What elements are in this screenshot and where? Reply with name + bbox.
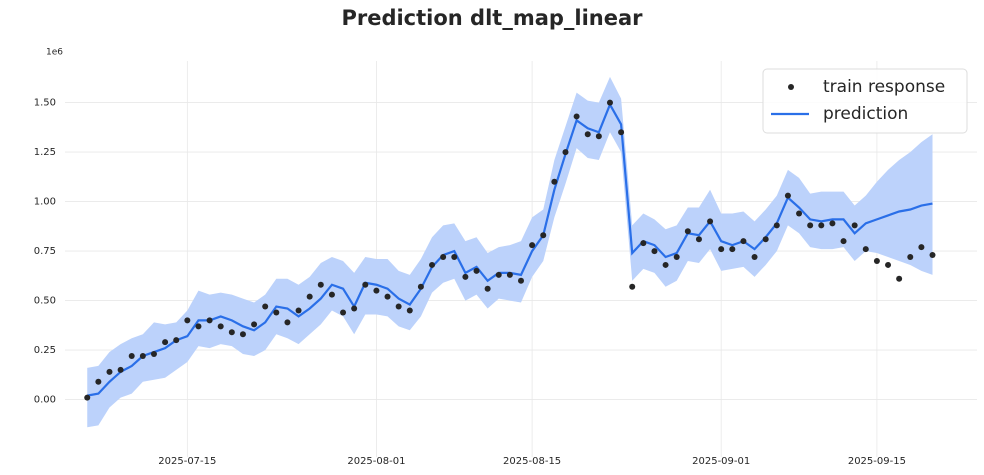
point: [406, 307, 413, 314]
point: [796, 210, 803, 217]
point: [562, 149, 569, 156]
point: [495, 271, 502, 278]
point: [907, 254, 914, 261]
point: [784, 192, 791, 199]
point: [529, 242, 536, 249]
y-tick-label: 0.75: [34, 246, 56, 257]
point: [351, 305, 358, 312]
point: [239, 331, 246, 338]
point: [595, 133, 602, 140]
point: [128, 353, 135, 360]
point: [84, 394, 91, 401]
point: [873, 257, 880, 264]
point: [440, 254, 447, 261]
point: [540, 232, 547, 239]
point: [206, 317, 213, 324]
point: [306, 293, 313, 300]
point: [173, 337, 180, 344]
point: [751, 254, 758, 261]
point: [95, 378, 102, 385]
point: [673, 254, 680, 261]
point: [362, 281, 369, 288]
point: [718, 246, 725, 253]
point: [340, 309, 347, 316]
legend-label: train response: [823, 77, 945, 97]
x-tick-label: 2025-09-15: [848, 456, 906, 467]
point: [851, 222, 858, 229]
y-tick-label: 0.25: [34, 345, 56, 356]
point: [729, 246, 736, 253]
point: [662, 261, 669, 268]
point: [918, 244, 925, 251]
point: [862, 246, 869, 253]
point: [695, 236, 702, 243]
y-offset-label: 1e6: [46, 48, 63, 58]
chart-title: Prediction dlt_map_linear: [341, 6, 643, 30]
point: [284, 319, 291, 326]
x-tick-label: 2025-09-01: [692, 456, 750, 467]
point: [429, 261, 436, 268]
point: [217, 323, 224, 330]
point: [584, 131, 591, 138]
point: [829, 220, 836, 227]
point: [117, 366, 124, 373]
x-tick-label: 2025-07-15: [158, 456, 216, 467]
point: [451, 254, 458, 261]
point: [384, 293, 391, 300]
point: [618, 129, 625, 136]
point: [684, 228, 691, 235]
point: [195, 323, 202, 330]
point: [840, 238, 847, 245]
point: [139, 353, 146, 360]
point: [773, 222, 780, 229]
point: [484, 285, 491, 292]
point: [295, 307, 302, 314]
point: [518, 277, 524, 284]
point: [506, 271, 513, 278]
point: [629, 283, 636, 290]
y-tick-label: 1.25: [34, 147, 56, 158]
y-tick-label: 0.50: [34, 296, 56, 307]
y-tick-label: 0.00: [34, 395, 56, 406]
point: [651, 248, 658, 255]
point: [251, 321, 258, 328]
point: [228, 329, 235, 336]
point: [573, 113, 580, 120]
point: [184, 317, 191, 324]
point: [762, 236, 769, 243]
point: [606, 99, 613, 106]
point: [462, 273, 469, 280]
point: [707, 218, 714, 225]
legend-box: [762, 68, 968, 134]
point: [473, 267, 480, 274]
point: [162, 339, 169, 346]
point: [373, 287, 380, 294]
confidence-band: [87, 76, 933, 428]
point: [640, 240, 647, 247]
point: [106, 368, 113, 375]
y-tick-label: 1.50: [34, 98, 56, 109]
point: [417, 283, 424, 290]
point: [807, 222, 814, 229]
point: [740, 238, 747, 245]
point: [818, 222, 825, 229]
y-tick-label: 1.00: [34, 197, 56, 208]
point: [929, 252, 936, 259]
point: [262, 303, 269, 310]
point: [896, 275, 903, 282]
point: [317, 281, 324, 288]
legend-marker: [788, 84, 794, 90]
point: [885, 261, 892, 268]
point: [273, 309, 280, 316]
legend-label: prediction: [823, 104, 908, 124]
point: [150, 351, 157, 358]
point: [328, 291, 335, 298]
point: [551, 178, 558, 185]
x-tick-label: 2025-08-01: [347, 456, 405, 467]
x-tick-label: 2025-08-15: [503, 456, 561, 467]
point: [395, 303, 402, 310]
